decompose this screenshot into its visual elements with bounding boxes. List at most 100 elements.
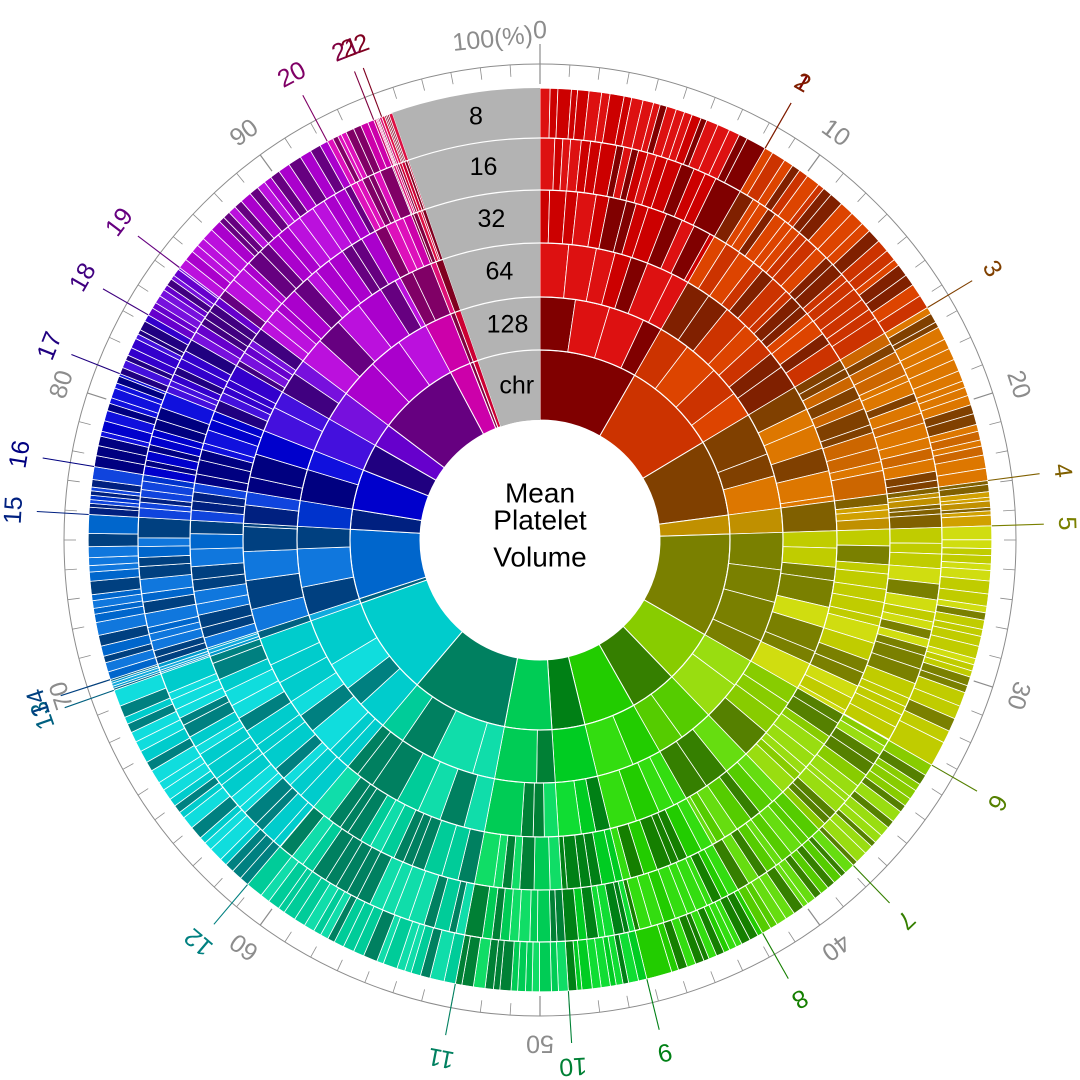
ring-label-divider — [408, 137, 541, 161]
chr-label-19: 19 — [100, 203, 139, 242]
ring-label-32: 32 — [477, 205, 505, 233]
percent-tick — [213, 877, 223, 888]
percent-tick — [897, 835, 908, 844]
percent-tick — [710, 971, 716, 983]
percent-tick — [479, 1000, 483, 1013]
center-title-line-3: Volume — [493, 541, 586, 572]
percent-tick — [946, 310, 958, 317]
segment-chr-1-ring-5 — [539, 87, 551, 139]
percent-tick — [137, 788, 149, 796]
chr-leader-9 — [646, 979, 660, 1030]
percent-tick — [392, 87, 397, 99]
percent-tick — [915, 812, 926, 821]
chr-label-3: 3 — [977, 256, 1008, 282]
percent-tick — [995, 450, 1008, 454]
chr-leader-17 — [71, 353, 120, 375]
percent-tick — [946, 763, 958, 770]
percent-tick — [109, 737, 121, 744]
percent-tick — [788, 931, 796, 943]
chr-leader-11 — [445, 983, 456, 1036]
sunburst-segments — [87, 87, 993, 993]
segment-chr-5-ring-5 — [941, 525, 993, 541]
percent-tick — [213, 192, 223, 203]
segment-chr-1-ring-4 — [539, 137, 556, 191]
ring-label-divider — [442, 242, 541, 260]
percent-tick — [915, 259, 926, 268]
percent-tick — [64, 509, 77, 512]
chr-leader-22 — [362, 67, 383, 117]
chr-leader-2 — [764, 102, 792, 149]
ring-label-divider — [477, 349, 541, 362]
percent-tick — [154, 259, 165, 268]
percent-tick-label-100: 100(%) — [451, 21, 534, 57]
percent-tick — [597, 1000, 601, 1013]
percent-tick — [450, 72, 454, 85]
percent-tick-label-40: 40 — [816, 928, 855, 967]
segment-chr-5-ring-4 — [889, 526, 943, 544]
chr-leader-20 — [302, 95, 328, 142]
ring-label-divider — [425, 189, 541, 210]
percent-tick — [877, 213, 888, 223]
percent-tick — [72, 626, 85, 630]
percent-tick — [737, 959, 744, 971]
percent-tick — [284, 931, 292, 943]
chr-leader-10 — [567, 991, 573, 1044]
percent-tick — [109, 336, 121, 343]
chr-label-8: 8 — [787, 983, 813, 1014]
segment-chr-10-ring-5 — [538, 941, 552, 993]
percent-tick — [1000, 597, 1013, 601]
chr-leader-14 — [60, 679, 111, 697]
chr-label-4: 4 — [1048, 462, 1078, 480]
percent-tick — [626, 995, 630, 1008]
chr-label-17: 17 — [31, 328, 67, 364]
percent-tick — [97, 710, 109, 716]
chr-label-6: 6 — [982, 790, 1013, 816]
percent-tick — [683, 981, 688, 993]
percent-tick — [626, 72, 630, 85]
percent-tick — [78, 655, 91, 659]
center-title-line-2: Platelet — [493, 504, 587, 535]
percent-tick — [857, 192, 867, 203]
segment-chr-10-ring-2 — [532, 782, 545, 838]
percent-tick — [172, 236, 183, 245]
percent-tick — [737, 109, 744, 121]
percent-tick — [172, 835, 183, 844]
chr-leader-8 — [762, 933, 789, 979]
chr-label-11: 11 — [426, 1042, 457, 1074]
percent-tick — [835, 172, 844, 183]
percent-tick-label-80: 80 — [44, 367, 79, 402]
chr-leader-13 — [64, 689, 114, 709]
percent-tick — [509, 64, 512, 77]
ring-label-chr: chr — [499, 371, 534, 399]
percent-tick — [67, 479, 80, 483]
chr-leader-3 — [927, 280, 973, 308]
chr-label-2: 2 — [790, 67, 816, 98]
percent-tick — [807, 154, 821, 172]
percent-tick — [973, 392, 993, 400]
percent-tick — [192, 213, 203, 223]
percent-tick — [336, 109, 343, 121]
percent-tick — [788, 137, 796, 149]
percent-tick — [392, 981, 397, 993]
percent-tick — [877, 857, 888, 867]
chr-label-5: 5 — [1053, 516, 1080, 531]
chr-label-15: 15 — [0, 496, 28, 525]
chr-leader-16 — [42, 457, 95, 468]
percent-tick — [154, 812, 165, 821]
chr-label-10: 10 — [558, 1052, 588, 1080]
percent-tick — [971, 364, 983, 370]
segment-chr-5-ring-2 — [782, 530, 838, 549]
ring-label-background — [392, 88, 540, 427]
percent-tick — [1003, 509, 1016, 512]
chr-label-20: 20 — [273, 56, 311, 94]
center-hole — [420, 420, 660, 660]
percent-tick-label-0: 0 — [533, 17, 547, 45]
percent-tick — [1003, 568, 1016, 571]
percent-tick — [763, 946, 770, 958]
segment-chr-14-ring-5 — [87, 514, 140, 535]
percent-tick — [192, 857, 203, 867]
ring-label-8: 8 — [469, 102, 483, 130]
percent-tick — [597, 67, 601, 80]
segment-chr-10-ring-4 — [537, 889, 552, 943]
